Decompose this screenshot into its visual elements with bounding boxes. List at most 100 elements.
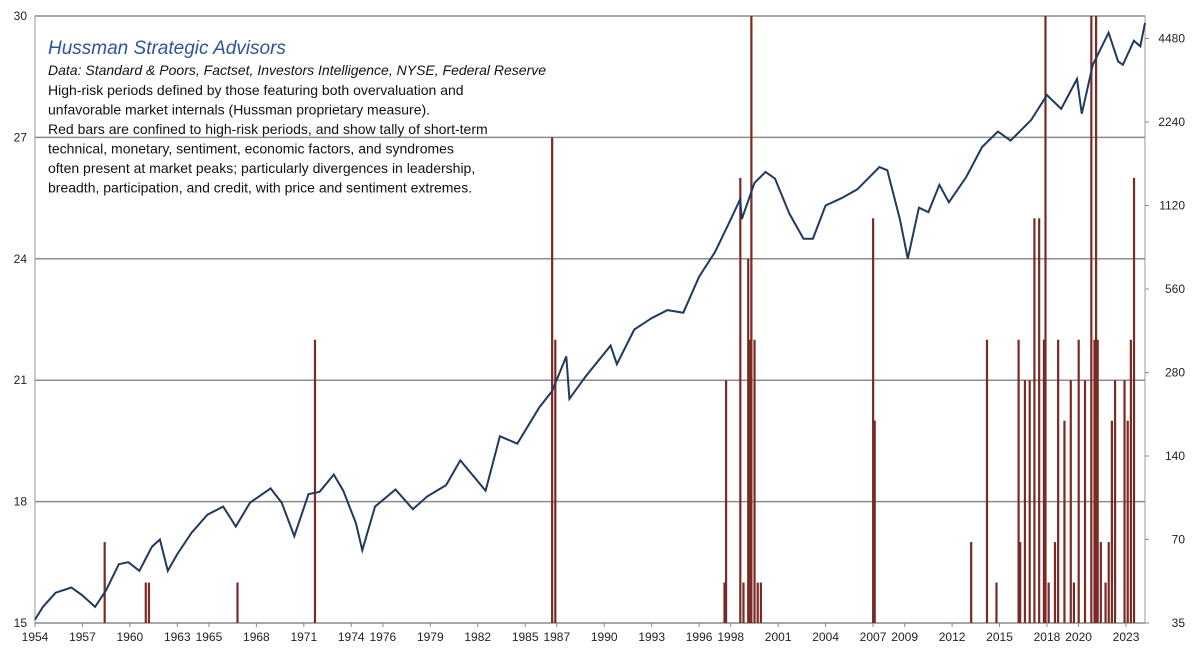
bar xyxy=(750,16,753,623)
x-tick-label: 2007 xyxy=(860,630,887,644)
bar xyxy=(756,582,759,623)
y-tick-label: 27 xyxy=(14,130,28,144)
bar xyxy=(1107,542,1110,623)
x-tick-label: 2004 xyxy=(812,630,839,644)
x-tick-label: 1982 xyxy=(464,630,491,644)
bar xyxy=(1113,380,1117,623)
bar xyxy=(1057,339,1060,623)
x-tick-label: 2012 xyxy=(939,630,966,644)
bar xyxy=(747,258,750,623)
x-tick-label: 1979 xyxy=(417,630,444,644)
bar xyxy=(1077,339,1080,623)
y2-tick-label: 35 xyxy=(1172,616,1186,630)
bar xyxy=(1094,16,1098,623)
x-tick-label: 1976 xyxy=(370,630,397,644)
bar xyxy=(872,218,875,624)
bar xyxy=(1033,218,1036,624)
y2-tick-label: 1120 xyxy=(1159,198,1185,212)
annotation: breadth, participation, and credit, with… xyxy=(48,180,472,196)
bar xyxy=(759,582,762,623)
bar xyxy=(1083,380,1087,623)
y-tick-label: 18 xyxy=(14,495,28,509)
x-tick-label: 1985 xyxy=(512,630,539,644)
x-tick-label: 2001 xyxy=(765,630,792,644)
annotation: Red bars are confined to high-risk perio… xyxy=(48,121,488,137)
x-tick-label: 1957 xyxy=(69,630,96,644)
x-tick-label: 2020 xyxy=(1065,630,1092,644)
bar xyxy=(724,380,728,623)
x-tick-label: 2018 xyxy=(1034,630,1061,644)
x-tick-label: 2023 xyxy=(1113,630,1140,644)
bar xyxy=(1104,582,1107,623)
bar xyxy=(985,339,989,623)
bar xyxy=(1019,542,1022,623)
x-tick-label: 1965 xyxy=(196,630,223,644)
price-line xyxy=(34,22,1146,621)
x-tick-label: 2015 xyxy=(986,630,1013,644)
bar xyxy=(1042,339,1046,623)
x-tick-label: 1996 xyxy=(686,630,713,644)
bar xyxy=(236,582,239,623)
annotation: High-risk periods defined by those featu… xyxy=(48,82,464,98)
annotation: often present at market peaks; particula… xyxy=(48,160,475,176)
y-tick-label: 21 xyxy=(14,373,28,387)
bar xyxy=(554,339,557,623)
y2-tick-label: 70 xyxy=(1172,533,1186,547)
x-tick-label: 2009 xyxy=(891,630,918,644)
bar xyxy=(742,582,745,623)
x-tick-label: 1963 xyxy=(164,630,191,644)
bar xyxy=(873,420,876,623)
bar xyxy=(1093,339,1096,623)
bar xyxy=(1096,339,1099,623)
bar xyxy=(144,582,147,623)
bar xyxy=(1069,380,1072,623)
annotation: technical, monetary, sentiment, economic… xyxy=(48,141,454,157)
y2-tick-label: 4480 xyxy=(1158,31,1185,45)
bar xyxy=(1123,380,1126,623)
y-tick-label: 30 xyxy=(14,9,28,23)
bar xyxy=(147,582,151,623)
bar xyxy=(1053,542,1057,623)
x-tick-label: 1990 xyxy=(591,630,618,644)
chart-title: Hussman Strategic Advisors xyxy=(48,38,286,59)
bar xyxy=(753,339,756,623)
bar xyxy=(1063,420,1066,623)
bar xyxy=(970,542,973,623)
x-tick-label: 1993 xyxy=(638,630,665,644)
bar xyxy=(1129,339,1132,623)
y-tick-label: 24 xyxy=(14,252,28,266)
y2-tick-label: 2240 xyxy=(1158,115,1185,129)
bar xyxy=(1017,339,1020,623)
bar xyxy=(1126,420,1129,623)
bar xyxy=(1072,582,1076,623)
bar xyxy=(313,339,317,623)
y2-tick-label: 560 xyxy=(1165,282,1185,296)
x-tick-label: 1987 xyxy=(543,630,570,644)
y2-tick-label: 280 xyxy=(1165,366,1185,380)
bar xyxy=(1099,542,1102,623)
bar xyxy=(1044,16,1047,623)
bar xyxy=(1028,380,1031,623)
y-tick-label: 15 xyxy=(14,616,28,630)
x-tick-label: 1954 xyxy=(22,630,49,644)
bar xyxy=(739,177,742,623)
bar xyxy=(1110,420,1113,623)
bar xyxy=(748,339,751,623)
x-tick-label: 1968 xyxy=(243,630,270,644)
x-tick-label: 1974 xyxy=(338,630,365,644)
x-tick-label: 1998 xyxy=(717,630,744,644)
plot-frame xyxy=(34,15,1146,624)
bar xyxy=(1090,16,1093,623)
bar xyxy=(1023,380,1027,623)
bar xyxy=(995,582,998,623)
bar xyxy=(1132,177,1136,623)
bar xyxy=(723,582,726,623)
bar xyxy=(1038,218,1041,624)
chart-subtitle: Data: Standard & Poors, Factset, Investo… xyxy=(48,62,546,78)
x-tick-label: 1971 xyxy=(290,630,317,644)
bar xyxy=(1047,582,1050,623)
bar xyxy=(551,137,554,623)
bar xyxy=(103,542,106,623)
y2-tick-label: 140 xyxy=(1165,449,1185,463)
annotation: unfavorable market internals (Hussman pr… xyxy=(48,102,430,118)
